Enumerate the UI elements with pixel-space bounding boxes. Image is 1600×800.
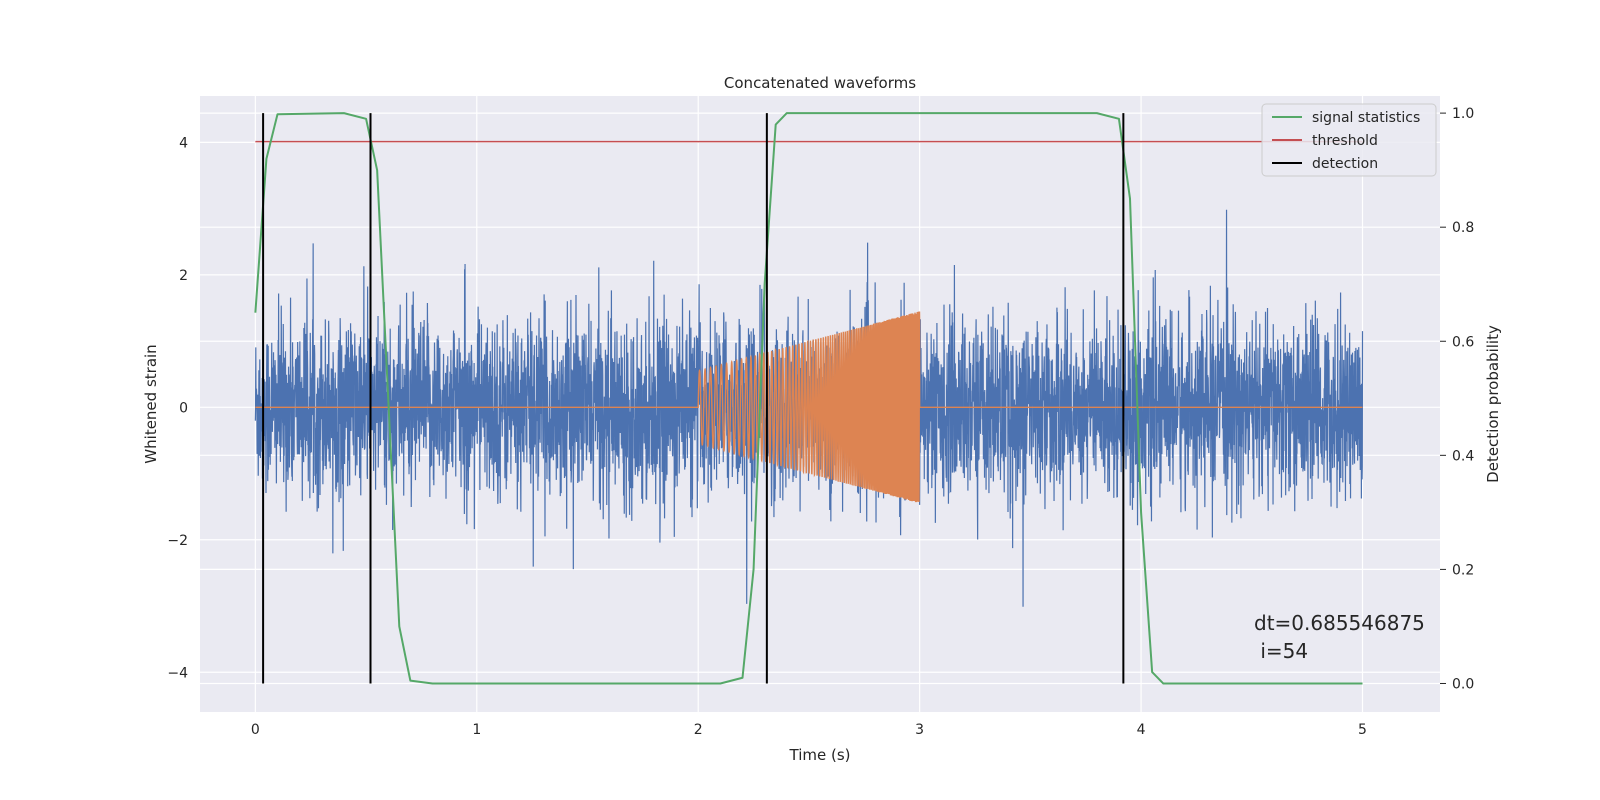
legend-label-signal-statistics: signal statistics — [1312, 110, 1420, 126]
y-tick-label-right: 0.0 — [1452, 676, 1474, 692]
series-layer — [254, 112, 1364, 685]
x-tick-label: 1 — [472, 722, 481, 738]
x-tick-label: 0 — [251, 722, 260, 738]
y-tick-label-left: −2 — [167, 533, 188, 549]
y-tick-label-right: 0.4 — [1452, 448, 1474, 464]
y-tick-label-left: 2 — [179, 268, 188, 284]
y-ticks-right: 0.0 0.2 0.4 0.6 0.8 1.0 — [1440, 106, 1474, 692]
x-ticks: 0 1 2 3 4 5 — [251, 722, 1367, 738]
x-tick-label: 5 — [1358, 722, 1367, 738]
y-tick-label-right: 0.2 — [1452, 562, 1474, 578]
y-tick-label-right: 0.6 — [1452, 334, 1474, 350]
y-axis-label-right: Detection probability — [1484, 325, 1502, 483]
y-tick-label-left: 0 — [179, 400, 188, 416]
series-signal-statistics-line — [254, 112, 1363, 685]
annotation-i: i=54 — [1254, 639, 1308, 663]
y-tick-label-right: 0.8 — [1452, 220, 1474, 236]
legend: signal statistics threshold detection — [1261, 103, 1437, 177]
chart-title: Concatenated waveforms — [724, 74, 916, 92]
x-tick-label: 4 — [1137, 722, 1146, 738]
legend-box — [1261, 103, 1437, 177]
x-axis-label: Time (s) — [789, 746, 851, 764]
annotation-dt: dt=0.685546875 — [1254, 611, 1425, 635]
series-injection-line — [255, 311, 1363, 503]
y-axis-label-left: Whitened strain — [142, 344, 160, 463]
x-tick-label: 2 — [694, 722, 703, 738]
y-tick-label-right: 1.0 — [1452, 106, 1474, 122]
y-tick-label-left: −4 — [167, 665, 188, 681]
y-ticks-left: −4 −2 0 2 4 — [167, 135, 188, 681]
x-tick-label: 3 — [915, 722, 924, 738]
y-tick-label-left: 4 — [179, 135, 188, 151]
legend-label-detection: detection — [1312, 156, 1378, 172]
legend-label-threshold: threshold — [1312, 133, 1378, 149]
